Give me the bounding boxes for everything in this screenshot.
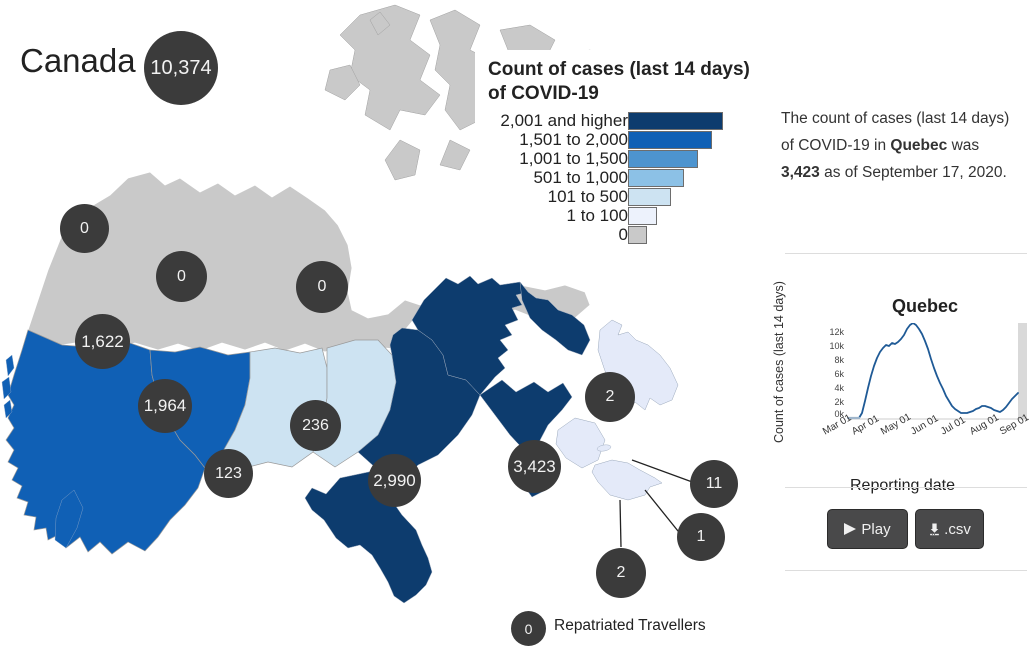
svg-text:8k: 8k [834, 355, 844, 365]
svg-text:4k: 4k [834, 383, 844, 393]
svg-text:10k: 10k [829, 341, 844, 351]
svg-text:12k: 12k [829, 327, 844, 337]
svg-text:6k: 6k [834, 369, 844, 379]
svg-text:2k: 2k [834, 397, 844, 407]
